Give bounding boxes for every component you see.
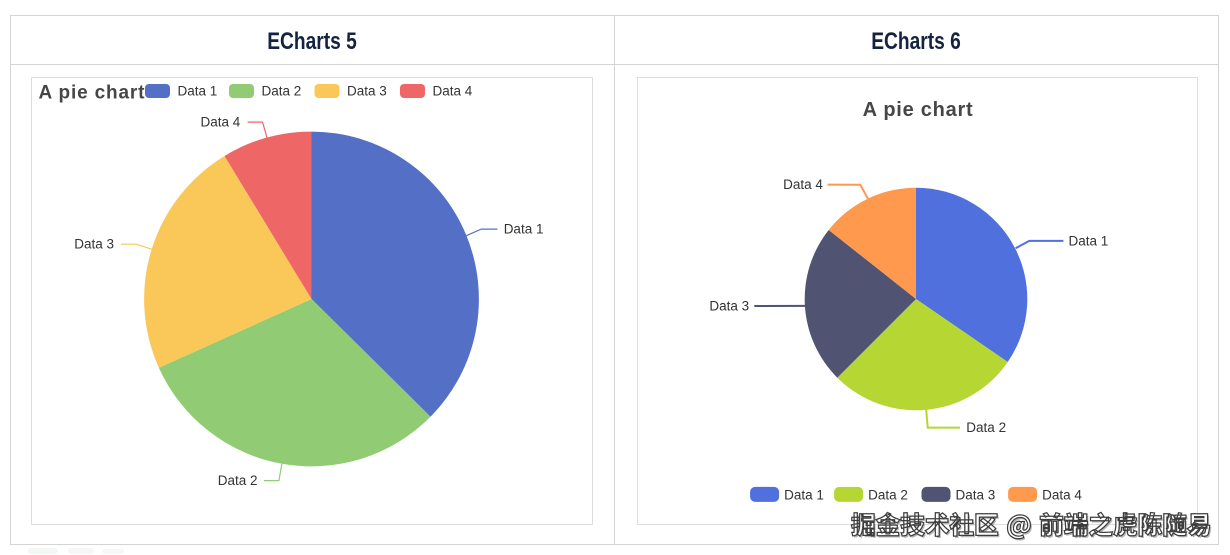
svg-text:Data 1: Data 1 — [784, 487, 824, 502]
svg-text:Data 2: Data 2 — [868, 487, 908, 502]
svg-text:Data 4: Data 4 — [201, 115, 241, 130]
svg-text:Data 1: Data 1 — [178, 84, 218, 99]
svg-text:Data 1: Data 1 — [1069, 233, 1109, 248]
svg-text:Data 3: Data 3 — [709, 299, 749, 314]
svg-text:Data 4: Data 4 — [1042, 487, 1082, 502]
svg-text:Data 2: Data 2 — [262, 84, 302, 99]
svg-text:A pie chart: A pie chart — [863, 99, 974, 121]
svg-text:Data 4: Data 4 — [783, 177, 823, 192]
svg-text:Data 3: Data 3 — [347, 84, 387, 99]
svg-text:Data 3: Data 3 — [956, 487, 996, 502]
svg-text:Data 3: Data 3 — [74, 237, 114, 252]
svg-text:Data 1: Data 1 — [504, 222, 544, 237]
svg-text:Data 2: Data 2 — [966, 420, 1006, 435]
svg-text:Data 2: Data 2 — [218, 473, 258, 488]
svg-text:A pie chart: A pie chart — [39, 83, 146, 104]
svg-text:Data 4: Data 4 — [433, 84, 473, 99]
